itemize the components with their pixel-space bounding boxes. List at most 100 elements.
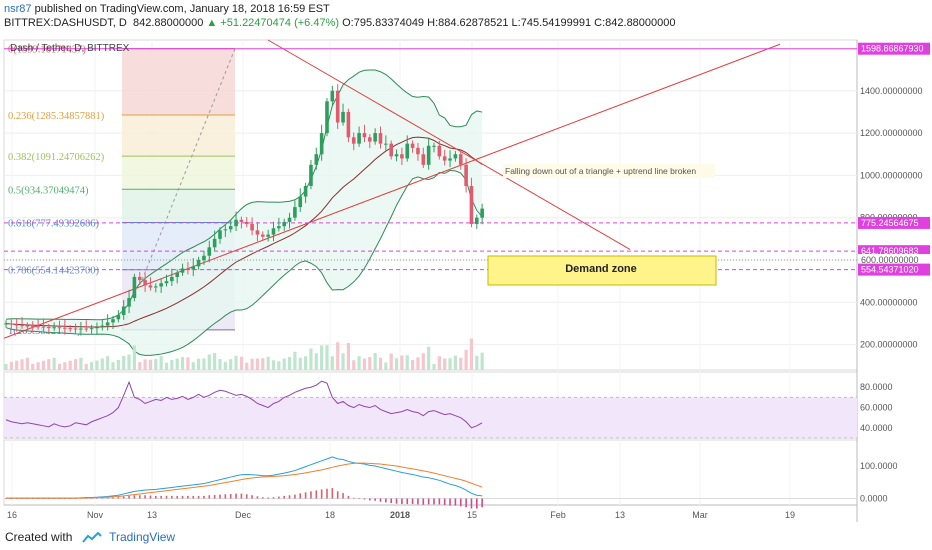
volume-bar [362, 358, 367, 370]
volume-bar [138, 362, 142, 370]
volume-bar [378, 357, 383, 370]
candle-body [228, 226, 233, 230]
volume-bar [287, 357, 292, 370]
candle-body [14, 324, 19, 326]
macd-histogram-bar [176, 495, 178, 499]
macd-histogram-bar [240, 493, 243, 499]
candle-body [111, 319, 115, 323]
volume-bar [245, 362, 249, 370]
macd-histogram-bar [112, 497, 114, 499]
candle-body [164, 281, 169, 284]
candle-body [469, 185, 474, 225]
macd-histogram-bar [304, 492, 307, 499]
price-tick-label: 1000.00000000 [860, 170, 923, 180]
time-tick-label: 16 [7, 510, 17, 520]
candle-body [261, 234, 265, 237]
price-tick-label: 1200.00000000 [860, 128, 923, 138]
price-level-tag [858, 263, 930, 276]
candle-body [36, 326, 40, 328]
macd-histogram-bar [21, 498, 23, 499]
candle-body [303, 185, 308, 197]
macd-tick-label: 0.0000 [860, 494, 888, 504]
price-tick-label: 400.00000000 [860, 297, 918, 307]
volume-bar [197, 358, 201, 370]
candle-body [30, 326, 35, 327]
price-level-label: 554.54371020 [861, 265, 919, 275]
volume-bar [207, 354, 211, 370]
candle-body [293, 207, 297, 218]
rsi-tick-label: 40.0000 [860, 423, 893, 433]
volume-bar [159, 356, 163, 370]
volume-bar [309, 348, 313, 370]
macd-histogram-bar [385, 498, 387, 503]
low-value: 745.54199991 [520, 17, 592, 29]
volume-bar [453, 355, 457, 370]
volume-bar [180, 357, 185, 370]
volume-bar [15, 360, 19, 370]
demand-zone [487, 255, 717, 286]
macd-histogram-bar [48, 498, 50, 499]
macd-histogram-bar [122, 496, 125, 499]
time-tick-label: 15 [467, 510, 477, 520]
symbol-label: BITTREX:DASHUSDT, D [4, 17, 127, 29]
candle-body [89, 328, 94, 330]
macd-histogram-bar [74, 498, 77, 499]
volume-bar [271, 360, 276, 370]
macd-histogram-bar [443, 498, 446, 505]
macd-histogram-bar [422, 498, 425, 505]
candle-body [223, 229, 228, 231]
candle-body [170, 276, 174, 282]
price-level-tag [858, 254, 930, 266]
open-value: 795.83374049 [353, 17, 425, 29]
brand-link[interactable]: TradingView [109, 530, 176, 544]
macd-histogram-bar [37, 498, 39, 499]
time-tick-label: 13 [615, 510, 625, 520]
candle-body [287, 217, 292, 222]
macd-histogram-bar [96, 498, 98, 499]
volume-bar [448, 358, 452, 370]
macd-signal-line [6, 462, 483, 499]
price-level-label: 775.24564675 [861, 218, 919, 228]
macd-histogram-bar [165, 495, 168, 499]
volume-bar [416, 357, 420, 370]
macd-histogram-bar [476, 498, 478, 509]
volume-bar [111, 362, 115, 370]
price-level-label: 1598.86867930 [861, 44, 924, 54]
candle-body [105, 322, 110, 326]
candle-body [25, 325, 30, 327]
price-level-label: 641.78609683 [861, 246, 919, 256]
candle-body [335, 90, 340, 123]
candle-body [202, 255, 206, 260]
macd-histogram-bar [401, 498, 403, 505]
publish-info: published on TradingView.com, January 18… [34, 3, 330, 15]
macd-histogram-bar [315, 490, 318, 499]
volume-bar [357, 356, 361, 370]
macd-histogram-bar [245, 494, 248, 499]
candle-body [84, 328, 89, 330]
volume-bar [373, 353, 377, 370]
high-value: 884.62878521 [438, 17, 509, 29]
volume-bar [164, 362, 169, 370]
macd-histogram-bar [374, 498, 376, 501]
macd-histogram-bar [427, 498, 430, 505]
volume-bar [341, 353, 345, 370]
candle-body [368, 137, 372, 142]
time-tick-label: Nov [87, 510, 104, 520]
footer: Created with TradingView [5, 530, 175, 544]
candle-body [20, 325, 24, 327]
fib-zone [122, 48, 235, 116]
candle-body [421, 154, 426, 165]
author-name[interactable]: nsr87 [4, 3, 32, 15]
macd-histogram-bar [283, 495, 285, 499]
volume-bar [325, 345, 329, 370]
bollinger-fill [6, 70, 483, 356]
macd-histogram-bar [326, 488, 328, 499]
last-price: 842.88000000 [132, 17, 204, 29]
macd-histogram-bar [352, 497, 355, 499]
macd-histogram-bar [15, 498, 18, 499]
macd-histogram-bar [390, 498, 392, 504]
volume-bar [170, 360, 174, 370]
macd-histogram-bar [64, 498, 66, 499]
candle-body [378, 133, 383, 144]
